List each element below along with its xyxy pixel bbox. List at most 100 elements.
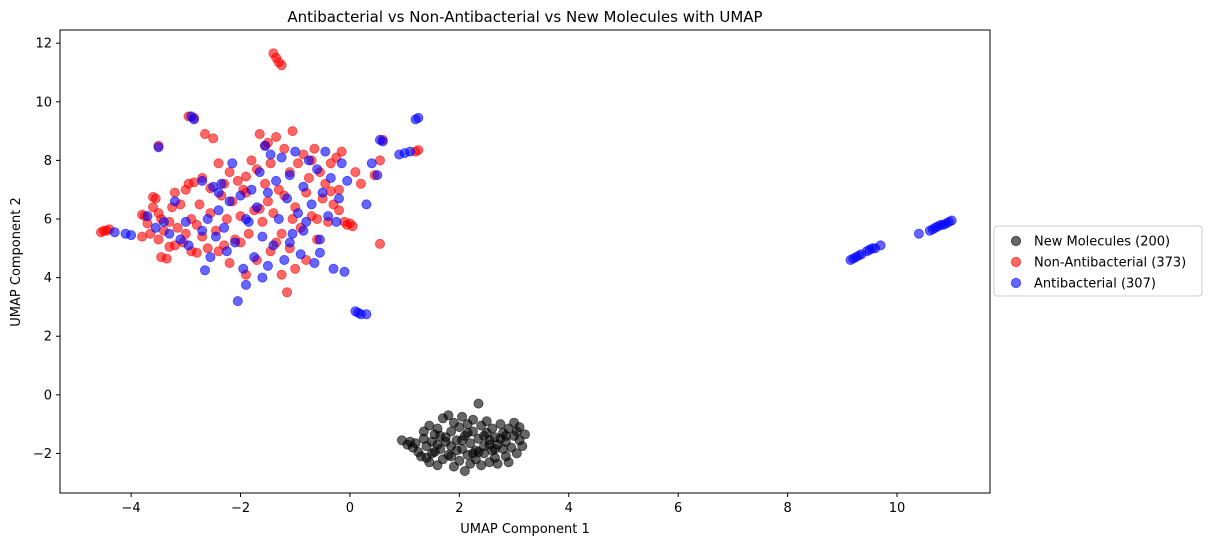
data-point bbox=[342, 175, 353, 186]
data-point bbox=[295, 249, 306, 260]
data-point bbox=[188, 177, 199, 188]
data-point bbox=[405, 146, 416, 157]
data-point bbox=[303, 172, 314, 183]
data-point bbox=[366, 158, 377, 169]
data-point bbox=[202, 243, 213, 254]
data-point bbox=[517, 441, 528, 452]
data-point bbox=[454, 455, 465, 466]
data-point bbox=[287, 228, 298, 239]
data-point bbox=[279, 254, 290, 265]
data-point bbox=[191, 247, 202, 258]
data-point bbox=[298, 181, 309, 192]
legend-marker bbox=[1010, 277, 1022, 289]
data-point bbox=[323, 211, 334, 222]
data-point bbox=[298, 225, 309, 236]
data-point bbox=[197, 175, 208, 186]
data-point bbox=[199, 265, 210, 276]
data-point bbox=[333, 193, 344, 204]
data-point bbox=[290, 263, 301, 274]
data-point bbox=[312, 164, 323, 175]
data-point bbox=[413, 112, 424, 123]
data-point bbox=[257, 272, 268, 283]
data-point bbox=[511, 448, 522, 459]
data-point bbox=[216, 178, 227, 189]
data-point bbox=[347, 221, 358, 232]
data-point bbox=[276, 269, 287, 280]
series-points bbox=[396, 398, 531, 476]
data-point bbox=[194, 199, 205, 210]
data-point bbox=[254, 167, 265, 178]
x-tick-label: 2 bbox=[455, 501, 463, 516]
data-point bbox=[446, 451, 457, 462]
data-point bbox=[489, 443, 500, 454]
data-point bbox=[443, 410, 454, 421]
data-point bbox=[260, 178, 271, 189]
data-point bbox=[913, 228, 924, 239]
data-point bbox=[257, 216, 268, 227]
data-point bbox=[473, 398, 484, 409]
data-point bbox=[372, 170, 383, 181]
data-point bbox=[457, 411, 468, 422]
data-point bbox=[487, 423, 498, 434]
data-point bbox=[208, 133, 219, 144]
data-point bbox=[232, 175, 243, 186]
data-point bbox=[109, 227, 120, 238]
data-point bbox=[462, 427, 473, 438]
data-point bbox=[374, 238, 385, 249]
data-point bbox=[309, 143, 320, 154]
data-points bbox=[96, 48, 957, 476]
data-point bbox=[268, 240, 279, 251]
data-point bbox=[281, 193, 292, 204]
legend-label: New Molecules (200) bbox=[1034, 235, 1170, 250]
data-point bbox=[150, 193, 161, 204]
data-point bbox=[262, 260, 273, 271]
data-point bbox=[219, 222, 230, 233]
data-point bbox=[249, 252, 260, 263]
data-point bbox=[142, 211, 153, 222]
data-point bbox=[495, 419, 506, 430]
data-point bbox=[205, 252, 216, 263]
data-point bbox=[328, 263, 339, 274]
data-point bbox=[235, 190, 246, 201]
data-point bbox=[361, 309, 372, 320]
data-point bbox=[169, 196, 180, 207]
y-axis-title: UMAP Component 2 bbox=[9, 197, 24, 326]
data-point bbox=[169, 187, 180, 198]
data-point bbox=[221, 246, 232, 257]
data-point bbox=[481, 416, 492, 427]
data-point bbox=[221, 213, 232, 224]
data-point bbox=[213, 246, 224, 257]
data-point bbox=[188, 114, 199, 125]
data-point bbox=[271, 175, 282, 186]
x-tick-label: 0 bbox=[346, 501, 354, 516]
data-point bbox=[232, 296, 243, 307]
data-point bbox=[467, 448, 478, 459]
data-point bbox=[240, 213, 251, 224]
data-point bbox=[336, 158, 347, 169]
series-points bbox=[109, 111, 957, 320]
data-point bbox=[314, 234, 325, 245]
data-point bbox=[202, 213, 213, 224]
data-point bbox=[251, 202, 262, 213]
data-point bbox=[175, 234, 186, 245]
data-point bbox=[467, 414, 478, 425]
data-point bbox=[325, 186, 336, 197]
data-point bbox=[210, 231, 221, 242]
data-point bbox=[164, 228, 175, 239]
data-point bbox=[946, 215, 957, 226]
data-point bbox=[355, 178, 366, 189]
data-point bbox=[224, 196, 235, 207]
x-tick-label: −4 bbox=[122, 501, 141, 516]
data-point bbox=[183, 240, 194, 251]
data-point bbox=[254, 128, 265, 139]
data-point bbox=[290, 146, 301, 157]
data-point bbox=[284, 170, 295, 181]
y-axis-ticks: −2 0 2 4 6 8 10 12 bbox=[33, 37, 60, 462]
x-tick-label: 8 bbox=[783, 501, 791, 516]
data-point bbox=[227, 158, 238, 169]
y-tick-label: −2 bbox=[33, 447, 52, 462]
data-point bbox=[303, 155, 314, 166]
data-point bbox=[172, 222, 183, 233]
data-point bbox=[265, 149, 276, 160]
